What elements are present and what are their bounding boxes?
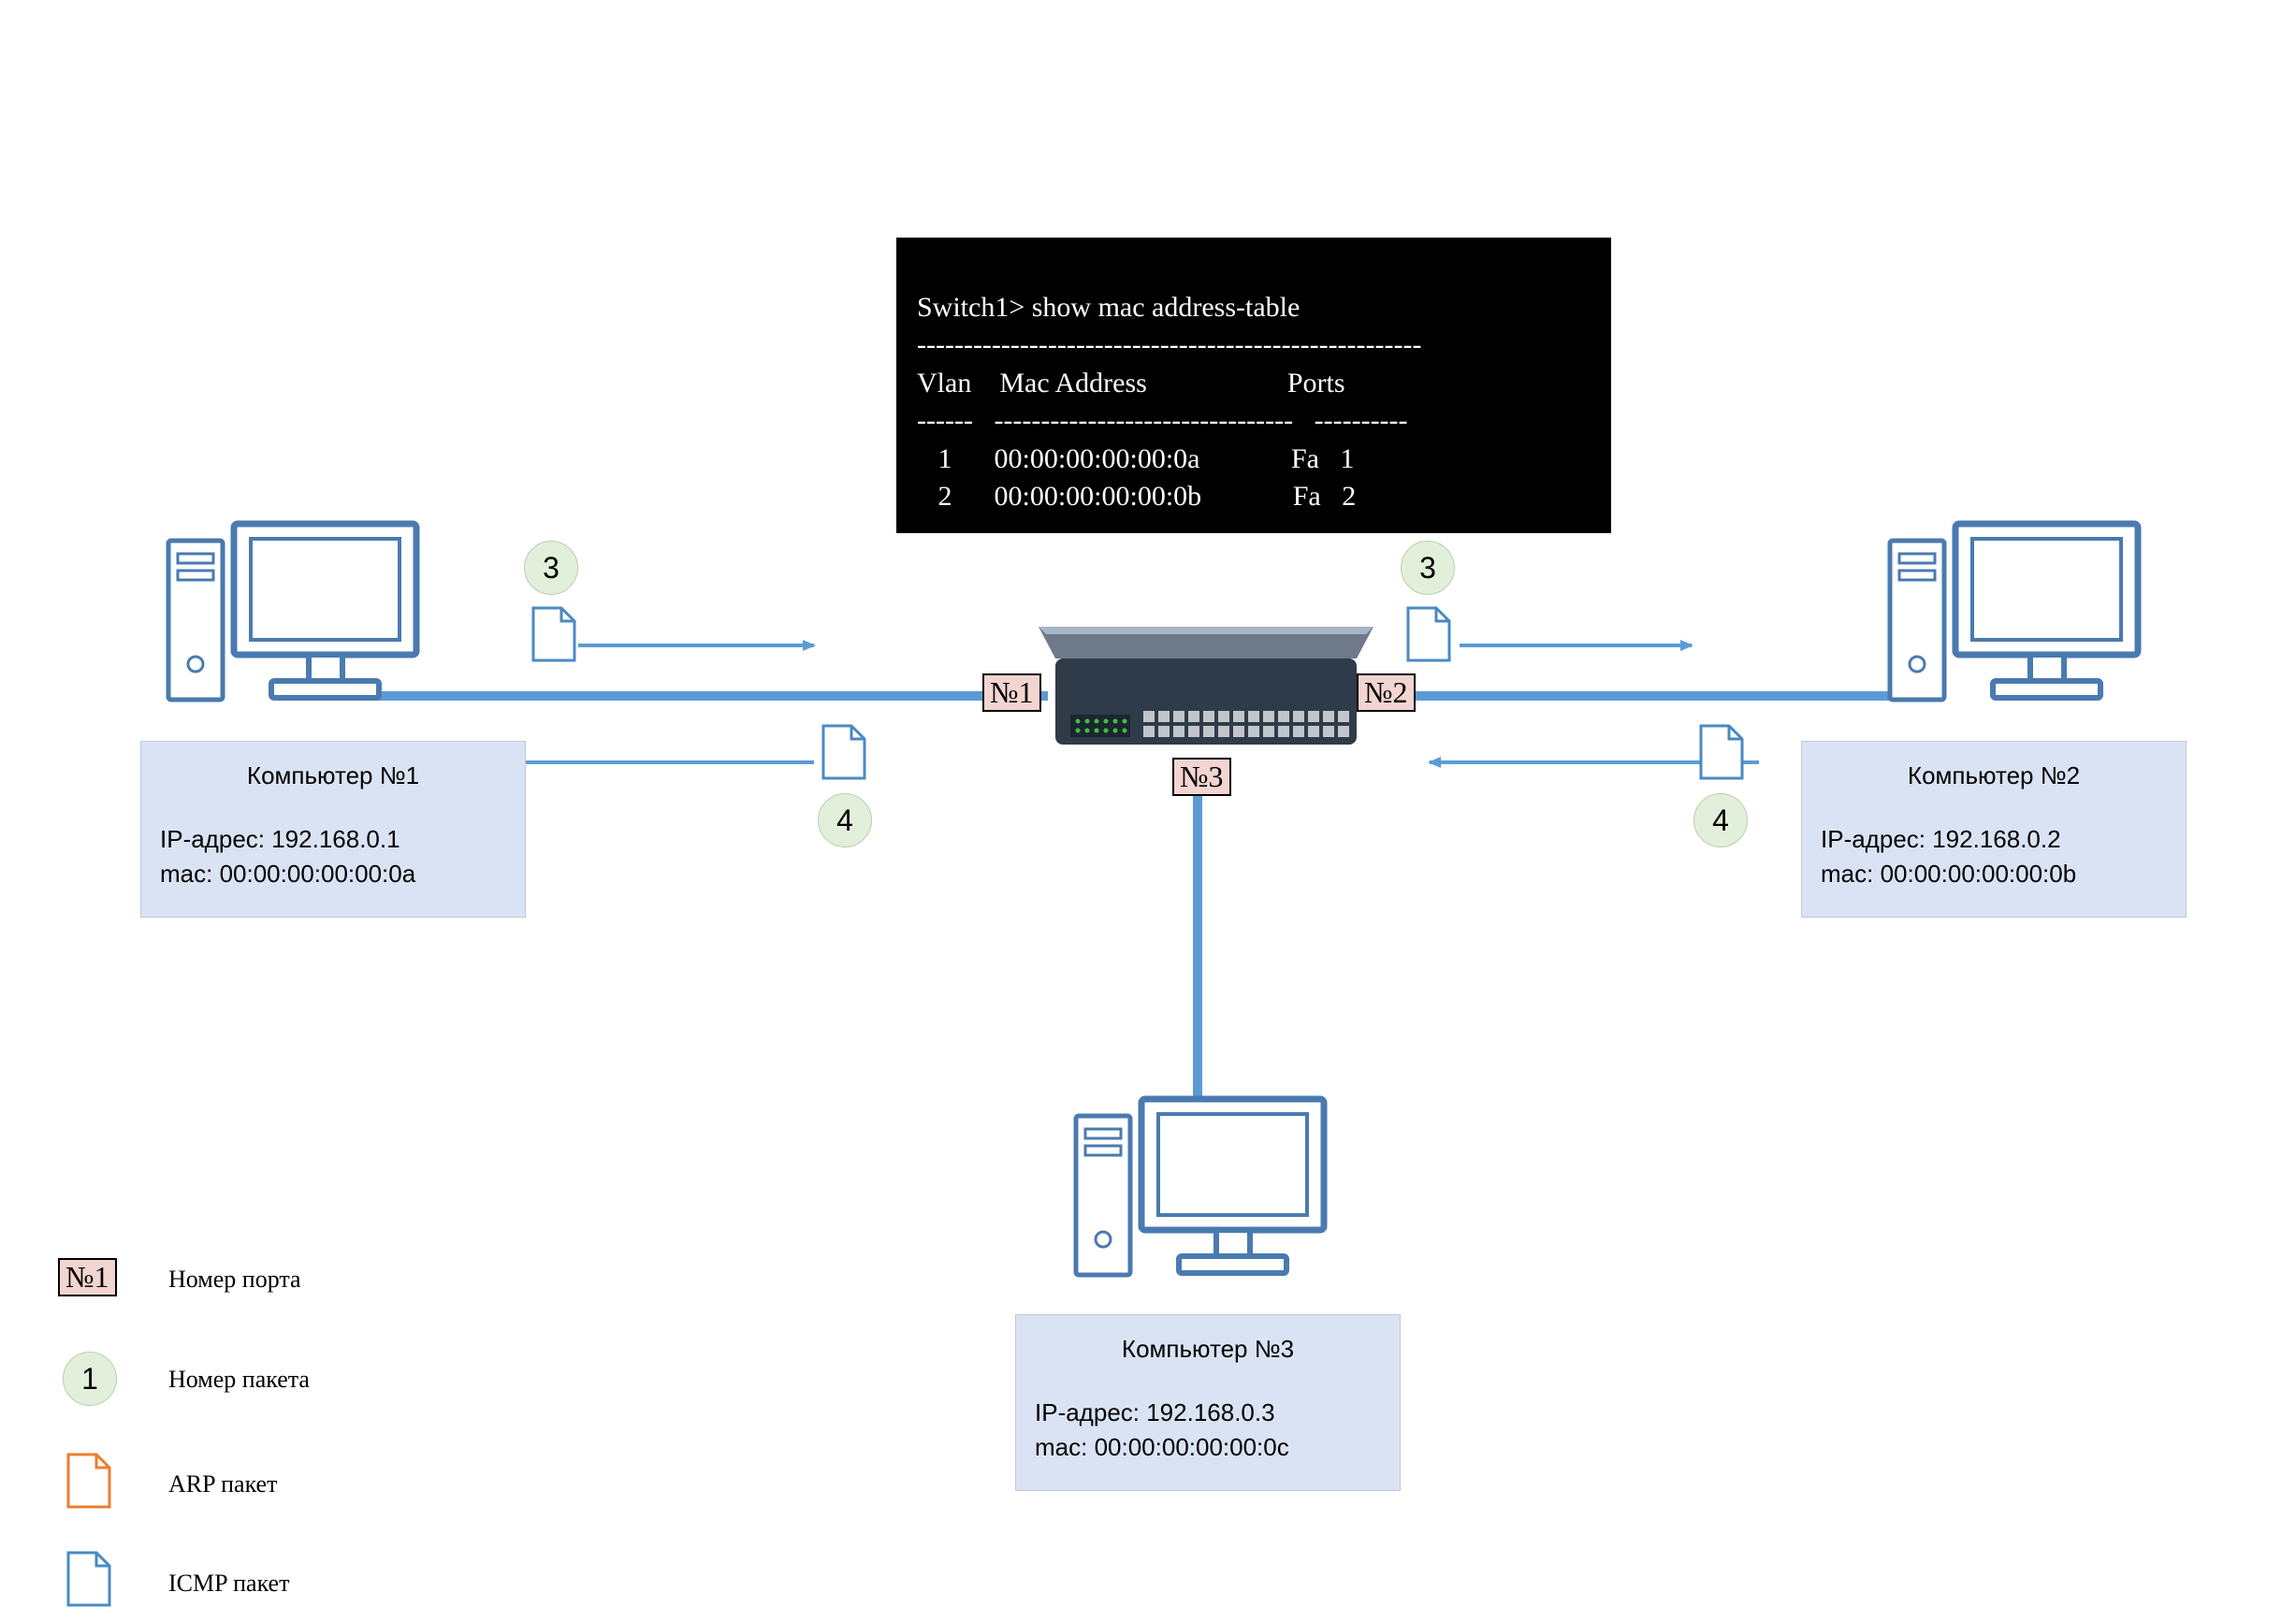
port-label-1: №1 xyxy=(982,673,1041,712)
legend-arp-text: ARP пакет xyxy=(168,1470,277,1498)
port-label-3: №3 xyxy=(1172,758,1231,796)
legend-packet-sample-label: 1 xyxy=(81,1362,98,1397)
icmp-doc-icon xyxy=(68,1553,109,1605)
infobox-ip: IP-адрес: 192.168.0.2 xyxy=(1821,822,2167,856)
icmp-doc-icon xyxy=(1701,726,1742,778)
packet-badge-label: 4 xyxy=(836,803,853,838)
legend-icmp-text: ICMP пакет xyxy=(168,1570,289,1598)
terminal-row-vlan: 1 xyxy=(938,443,952,474)
infobox-ip: IP-адрес: 192.168.0.3 xyxy=(1035,1396,1381,1429)
packet-badge-4-right: 4 xyxy=(1693,793,1748,847)
terminal-row-port: Fa 1 xyxy=(1291,443,1355,474)
infobox-computer1: Компьютер №1 IP-адрес: 192.168.0.1 mac: … xyxy=(140,741,526,918)
infobox-mac: mac: 00:00:00:00:00:0c xyxy=(1035,1430,1381,1464)
computer-icon xyxy=(168,524,416,700)
port-label-2: №2 xyxy=(1357,673,1416,712)
legend-port-text: Номер порта xyxy=(168,1266,301,1294)
terminal-header-vlan: Vlan xyxy=(917,368,971,398)
arp-doc-icon xyxy=(68,1455,109,1507)
terminal-row-port: Fa 2 xyxy=(1293,481,1357,512)
legend-packet-sample: 1 xyxy=(63,1352,117,1406)
terminal-header-ports: Ports xyxy=(1287,368,1345,398)
switch-terminal: Switch1> show mac address-table --------… xyxy=(896,238,1611,533)
switch-icon xyxy=(1039,627,1373,745)
icmp-doc-icon xyxy=(823,726,865,778)
packet-badge-label: 3 xyxy=(543,551,559,586)
computer-icon xyxy=(1890,524,2138,700)
packet-badge-label: 4 xyxy=(1712,803,1729,838)
packet-badge-3-left: 3 xyxy=(524,541,578,595)
packet-badge-3-right: 3 xyxy=(1401,541,1455,595)
infobox-computer2: Компьютер №2 IP-адрес: 192.168.0.2 mac: … xyxy=(1801,741,2187,918)
icmp-doc-icon xyxy=(1408,608,1449,660)
computer-icon xyxy=(1076,1099,1324,1275)
packet-badge-label: 3 xyxy=(1419,551,1436,586)
infobox-title: Компьютер №3 xyxy=(1035,1332,1381,1366)
terminal-divider: ----------------------------------------… xyxy=(917,329,1421,360)
infobox-mac: mac: 00:00:00:00:00:0a xyxy=(160,857,506,890)
infobox-title: Компьютер №1 xyxy=(160,759,506,792)
legend-port-sample: №1 xyxy=(58,1258,117,1296)
terminal-header-mac: Mac Address xyxy=(999,368,1146,398)
terminal-row-vlan: 2 xyxy=(938,481,952,512)
terminal-row-mac: 00:00:00:00:00:0b xyxy=(995,481,1202,512)
infobox-mac: mac: 00:00:00:00:00:0b xyxy=(1821,857,2167,890)
infobox-computer3: Компьютер №3 IP-адрес: 192.168.0.3 mac: … xyxy=(1015,1314,1401,1491)
infobox-title: Компьютер №2 xyxy=(1821,759,2167,792)
terminal-row-mac: 00:00:00:00:00:0a xyxy=(995,443,1200,474)
infobox-ip: IP-адрес: 192.168.0.1 xyxy=(160,822,506,856)
terminal-divider-cols: ------ -------------------------------- … xyxy=(917,405,1408,436)
packet-badge-4-left: 4 xyxy=(818,793,872,847)
icmp-doc-icon xyxy=(533,608,574,660)
legend-packet-text: Номер пакета xyxy=(168,1366,310,1394)
terminal-prompt: Switch1> show mac address-table xyxy=(917,292,1300,323)
